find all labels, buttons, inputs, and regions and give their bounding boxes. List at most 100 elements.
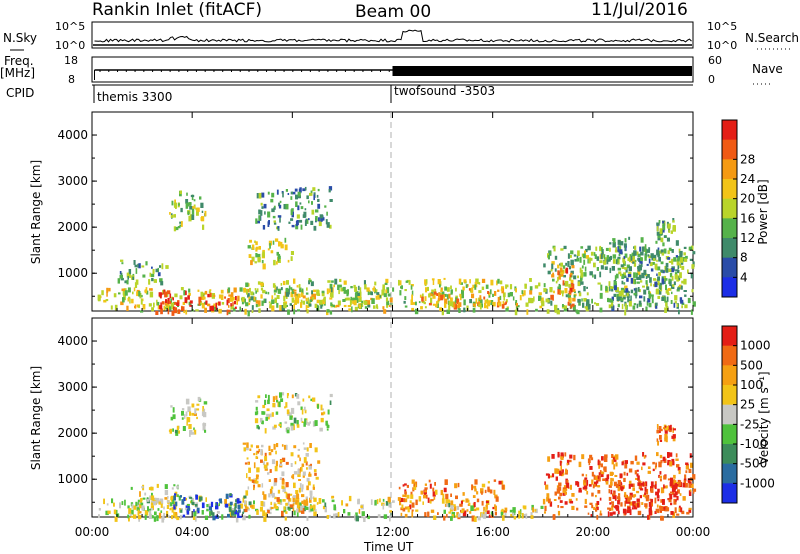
data-cell: [122, 290, 126, 296]
data-cell: [256, 193, 259, 199]
colorbar-tick-label: 1000: [740, 339, 771, 353]
data-cell: [326, 515, 329, 519]
data-cell: [285, 502, 288, 506]
data-cell: [691, 264, 695, 269]
data-cell: [451, 301, 455, 308]
data-cell: [636, 281, 640, 284]
data-cell: [486, 510, 490, 514]
data-cell: [317, 293, 321, 296]
data-cell: [603, 456, 608, 462]
data-cell: [130, 486, 133, 490]
data-cell: [277, 489, 281, 494]
data-cell: [659, 228, 663, 234]
data-cell: [156, 483, 159, 488]
data-cell: [526, 309, 529, 315]
data-cell: [166, 500, 170, 503]
data-cell: [666, 237, 670, 242]
data-cell: [523, 290, 526, 296]
data-cell: [420, 306, 423, 310]
data-cell: [660, 249, 664, 254]
data-cell: [436, 293, 439, 296]
data-cell: [587, 458, 591, 463]
data-cell: [147, 506, 149, 511]
data-cell: [538, 282, 541, 287]
data-cell: [628, 300, 632, 307]
data-cell: [169, 507, 172, 511]
data-cell: [664, 437, 667, 442]
data-cell: [584, 505, 588, 508]
data-cell: [422, 293, 424, 299]
data-cell: [262, 411, 266, 415]
data-cell: [641, 502, 644, 505]
data-cell: [563, 245, 567, 250]
data-cell: [291, 224, 295, 228]
data-cell: [264, 452, 267, 457]
data-cell: [237, 295, 240, 302]
data-cell: [196, 416, 198, 420]
data-cell: [468, 502, 471, 506]
data-cell: [289, 493, 293, 496]
data-cell: [639, 488, 644, 491]
data-cell: [279, 463, 282, 466]
data-cell: [293, 482, 296, 489]
data-cell: [390, 297, 393, 303]
data-cell: [487, 302, 490, 307]
data-cell: [639, 495, 642, 499]
data-cell: [194, 516, 197, 522]
data-cell: [319, 214, 324, 219]
data-cell: [189, 205, 193, 210]
data-cell: [383, 309, 387, 314]
data-cell: [186, 421, 188, 426]
data-cell: [277, 226, 280, 229]
data-cell: [411, 511, 414, 518]
data-cell: [681, 510, 685, 515]
data-cell: [164, 497, 168, 500]
data-cell: [684, 304, 688, 309]
data-cell: [263, 494, 267, 500]
data-cell: [198, 301, 201, 306]
data-cell: [247, 462, 250, 465]
data-cell: [312, 187, 316, 192]
data-cell: [335, 513, 339, 517]
data-cell: [161, 263, 164, 270]
data-cell: [678, 469, 681, 475]
data-cell: [322, 499, 325, 503]
data-cell: [211, 293, 215, 299]
data-cell: [337, 300, 341, 306]
data-cell: [317, 404, 319, 409]
data-cell: [660, 269, 664, 273]
data-cell: [279, 305, 282, 311]
data-cell: [415, 499, 418, 506]
data-cell: [251, 244, 255, 250]
data-cell: [587, 245, 591, 251]
data-cell: [126, 279, 129, 285]
data-cell: [656, 452, 659, 457]
data-cell: [139, 504, 142, 509]
data-cell: [406, 494, 410, 499]
data-cell: [133, 287, 136, 292]
data-cell: [659, 430, 661, 433]
data-cell: [294, 393, 298, 397]
data-cell: [670, 268, 675, 273]
data-cell: [127, 276, 129, 280]
data-cell: [144, 510, 149, 516]
data-cell: [273, 424, 277, 428]
data-cell: [515, 288, 517, 293]
data-cell: [361, 300, 363, 305]
data-cell: [433, 291, 437, 295]
data-cell: [441, 309, 444, 316]
data-cell: [169, 306, 172, 311]
velocity-data: [98, 392, 697, 523]
data-cell: [645, 488, 649, 495]
data-cell: [650, 501, 653, 507]
data-cell: [116, 513, 120, 517]
data-cell: [459, 293, 462, 297]
data-cell: [441, 291, 445, 296]
data-cell: [245, 490, 249, 496]
data-cell: [535, 308, 538, 312]
data-cell: [249, 505, 254, 508]
data-cell: [250, 291, 254, 296]
data-cell: [644, 244, 647, 251]
data-cell: [655, 508, 658, 513]
